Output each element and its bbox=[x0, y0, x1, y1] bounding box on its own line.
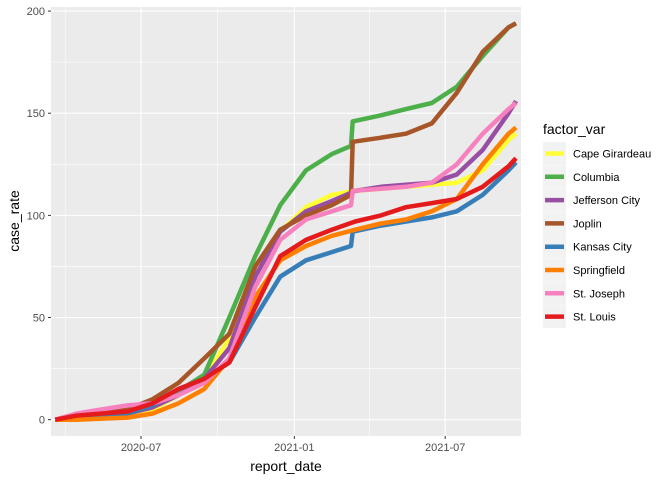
legend-item-springfield: Springfield bbox=[543, 258, 625, 282]
legend-label: Joplin bbox=[573, 218, 602, 230]
x-tick-label: 2020-07 bbox=[121, 442, 161, 454]
y-tick-label: 150 bbox=[27, 108, 45, 120]
y-tick-label: 100 bbox=[27, 210, 45, 222]
legend-item-joplin: Joplin bbox=[543, 211, 602, 235]
y-axis: 0 50 100 150 200 bbox=[27, 6, 51, 427]
legend: factor_var Cape Girardeau Columbia Jeffers… bbox=[543, 121, 651, 329]
plot-panel bbox=[51, 7, 521, 436]
series-line-st-joseph bbox=[54, 101, 518, 422]
legend-item-cape-girardeau: Cape Girardeau bbox=[543, 142, 651, 165]
x-axis: 2020-07 2021-01 2021-07 bbox=[121, 436, 465, 454]
legend-label: St. Joseph bbox=[573, 288, 625, 300]
x-tick-label: 2021-01 bbox=[274, 442, 314, 454]
legend-item-st-joseph: St. Joseph bbox=[543, 281, 625, 305]
minor-gridlines bbox=[51, 7, 521, 436]
x-axis-title: report_date bbox=[250, 458, 322, 474]
legend-item-kansas-city: Kansas City bbox=[543, 235, 632, 259]
legend-item-st-louis: St. Louis bbox=[543, 305, 616, 329]
y-tick-label: 50 bbox=[33, 313, 45, 325]
legend-label: Cape Girardeau bbox=[573, 149, 651, 161]
y-axis-title: case_rate bbox=[6, 190, 22, 252]
series-line-st-louis bbox=[54, 156, 518, 422]
legend-title: factor_var bbox=[543, 121, 606, 137]
legend-label: Kansas City bbox=[573, 242, 632, 254]
legend-label: Columbia bbox=[573, 172, 620, 184]
y-tick-label: 200 bbox=[27, 6, 45, 18]
series-lines bbox=[54, 21, 518, 422]
legend-label: Jefferson City bbox=[573, 195, 641, 207]
legend-label: Springfield bbox=[573, 265, 625, 277]
legend-label: St. Louis bbox=[573, 312, 616, 324]
legend-item-jefferson-city: Jefferson City bbox=[543, 188, 641, 212]
y-tick-label: 0 bbox=[39, 415, 45, 427]
x-tick-label: 2021-07 bbox=[425, 442, 465, 454]
legend-item-columbia: Columbia bbox=[543, 165, 620, 189]
